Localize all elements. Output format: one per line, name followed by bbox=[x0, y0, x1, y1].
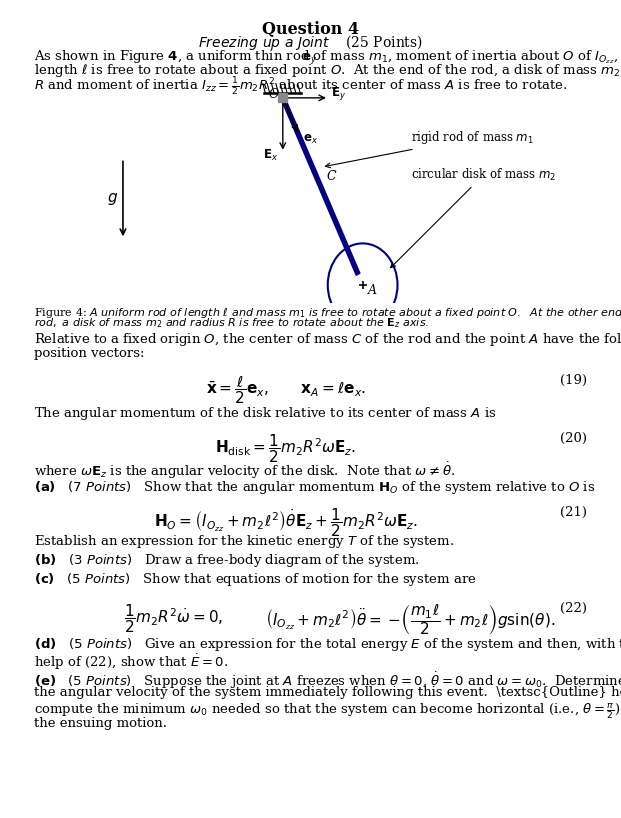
Text: $\mathbf{(b)}$   $\mathit{(3\ Points)}$   Draw a free-body diagram of the system: $\mathbf{(b)}$ $\mathit{(3\ Points)}$ Dr… bbox=[34, 552, 420, 569]
Text: Question 4: Question 4 bbox=[262, 21, 359, 38]
Text: position vectors:: position vectors: bbox=[34, 347, 145, 360]
Text: (21): (21) bbox=[560, 506, 587, 519]
Text: A: A bbox=[368, 284, 376, 297]
Text: C: C bbox=[326, 170, 336, 183]
Text: $\mathbf{e}_x$: $\mathbf{e}_x$ bbox=[303, 133, 319, 146]
Text: O: O bbox=[268, 88, 279, 101]
Text: $\mathbf{H}_O = \left(I_{O_{zz}} + m_2\ell^2\right)\dot{\theta}\mathbf{E}_z + \d: $\mathbf{H}_O = \left(I_{O_{zz}} + m_2\e… bbox=[154, 506, 417, 539]
Text: (22): (22) bbox=[560, 602, 587, 615]
Text: $\mathbf{e}_y$: $\mathbf{e}_y$ bbox=[302, 52, 317, 66]
Text: $\mathit{Freezing\ up\ a\ Joint}$    (25 Points): $\mathit{Freezing\ up\ a\ Joint}$ (25 Po… bbox=[198, 33, 423, 52]
Text: $\mathbf{(a)}$   $\mathit{(7\ Points)}$   Show that the angular momentum $\mathb: $\mathbf{(a)}$ $\mathit{(7\ Points)}$ Sh… bbox=[34, 479, 596, 497]
Text: length $\ell$ is free to rotate about a fixed point $O$.  At the end of the rod,: length $\ell$ is free to rotate about a … bbox=[34, 62, 621, 79]
Text: $\mathbf{(d)}$   $\mathit{(5\ Points)}$   Give an expression for the total energ: $\mathbf{(d)}$ $\mathit{(5\ Points)}$ Gi… bbox=[34, 636, 621, 654]
Text: $g$: $g$ bbox=[107, 191, 119, 207]
Text: The angular momentum of the disk relative to its center of mass $A$ is: The angular momentum of the disk relativ… bbox=[34, 405, 497, 422]
Text: Establish an expression for the kinetic energy $T$ of the system.: Establish an expression for the kinetic … bbox=[34, 533, 455, 551]
Bar bbox=[278, 93, 287, 102]
Text: $\mathbf{H}_{\mathrm{disk}} = \dfrac{1}{2}m_2 R^2 \omega \mathbf{E}_z.$: $\mathbf{H}_{\mathrm{disk}} = \dfrac{1}{… bbox=[215, 432, 356, 465]
Text: $\mathbf{E}_x$: $\mathbf{E}_x$ bbox=[263, 148, 279, 163]
Text: $\mathbf{(c)}$   $\mathit{(5\ Points)}$   Show that equations of motion for the : $\mathbf{(c)}$ $\mathit{(5\ Points)}$ Sh… bbox=[34, 571, 477, 588]
Text: $\mathbf{E}_y$: $\mathbf{E}_y$ bbox=[331, 84, 347, 101]
Text: help of (22), show that $\dot{E} = 0$.: help of (22), show that $\dot{E} = 0$. bbox=[34, 652, 229, 672]
Text: Relative to a fixed origin $O$, the center of mass $C$ of the rod and the point : Relative to a fixed origin $O$, the cent… bbox=[34, 331, 621, 348]
Text: $\left(I_{O_{zz}} + m_2\ell^2\right)\ddot{\theta} = -\!\left(\dfrac{m_1\ell}{2} : $\left(I_{O_{zz}} + m_2\ell^2\right)\ddo… bbox=[265, 602, 555, 637]
Text: the angular velocity of the system immediately following this event.  \textsc{Ou: the angular velocity of the system immed… bbox=[34, 686, 621, 699]
Text: rigid rod of mass $m_1$: rigid rod of mass $m_1$ bbox=[325, 129, 534, 168]
Text: $\mathbf{(e)}$   $\mathit{(5\ Points)}$   Suppose the joint at $A$ freezes when : $\mathbf{(e)}$ $\mathit{(5\ Points)}$ Su… bbox=[34, 671, 621, 691]
Text: the ensuing motion.: the ensuing motion. bbox=[34, 717, 167, 730]
Text: $\mathit{rod,\ a\ disk\ of\ mass\ m_2\ and\ radius\ R\ is\ free\ to\ rotate\ abo: $\mathit{rod,\ a\ disk\ of\ mass\ m_2\ a… bbox=[34, 317, 429, 330]
Text: As shown in Figure $\mathbf{4}$, a uniform thin rod of mass $m_1$, moment of ine: As shown in Figure $\mathbf{4}$, a unifo… bbox=[34, 48, 621, 65]
Text: compute the minimum $\omega_0$ needed so that the system can become horizontal (: compute the minimum $\omega_0$ needed so… bbox=[34, 702, 621, 721]
Text: where $\omega\mathbf{E}_z$ is the angular velocity of the disk.  Note that $\ome: where $\omega\mathbf{E}_z$ is the angula… bbox=[34, 461, 455, 481]
Text: (19): (19) bbox=[560, 374, 587, 387]
Text: $R$ and moment of inertia $I_{zz} = \frac{1}{2}m_2 R^2$ about its center of mass: $R$ and moment of inertia $I_{zz} = \fra… bbox=[34, 76, 568, 98]
Text: circular disk of mass $m_2$: circular disk of mass $m_2$ bbox=[391, 167, 556, 267]
Text: Figure 4: $\mathit{A\ uniform\ rod\ of\ length\ \ell\ and\ mass\ m_1\ is\ free\ : Figure 4: $\mathit{A\ uniform\ rod\ of\ … bbox=[34, 306, 621, 320]
Text: $\bar{\mathbf{x}} = \dfrac{\ell}{2}\mathbf{e}_x, \qquad \mathbf{x}_A = \ell\math: $\bar{\mathbf{x}} = \dfrac{\ell}{2}\math… bbox=[206, 374, 366, 406]
Text: (20): (20) bbox=[560, 432, 587, 445]
Text: $\dfrac{1}{2}m_2 R^2 \dot{\omega} = 0,$: $\dfrac{1}{2}m_2 R^2 \dot{\omega} = 0,$ bbox=[124, 602, 224, 635]
